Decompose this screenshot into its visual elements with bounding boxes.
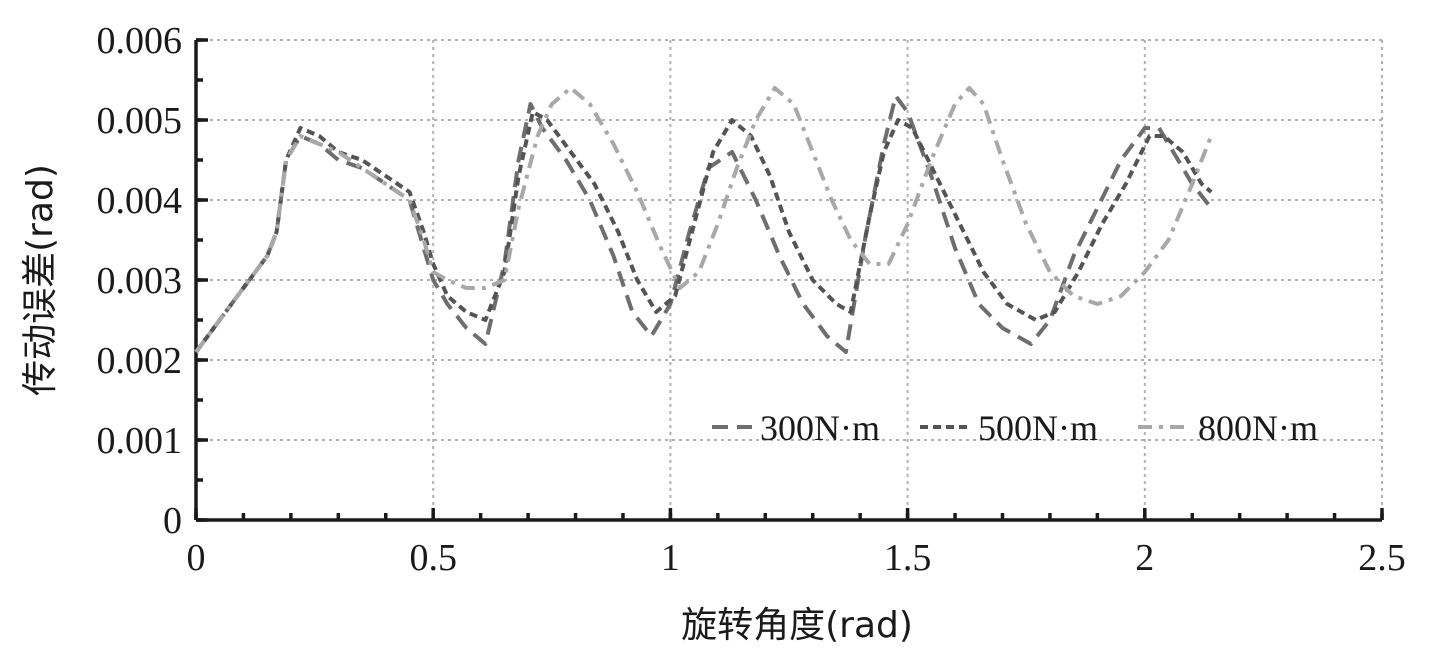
series-line-3 (194, 86, 1214, 354)
y-tick-label: 0.001 (97, 420, 183, 462)
y-tick-label: 0.005 (97, 100, 183, 142)
y-tick-label: 0.002 (97, 340, 183, 382)
x-axis-title: 旋转角度(rad) (681, 605, 913, 646)
x-tick-label: 0 (187, 537, 206, 579)
series-line-2 (194, 110, 1213, 354)
y-tick-label: 0 (163, 500, 182, 542)
y-tick-label: 0.003 (97, 260, 183, 302)
y-axis-title: 传动误差(rad) (20, 164, 61, 396)
tick-labels: 0 0.001 0.002 0.003 0.004 0.005 0.006 0 0.5 1 1.5 2… (97, 20, 1406, 579)
legend-label-1: 300N·m (760, 408, 880, 448)
legend-label-3: 800N·m (1198, 408, 1318, 448)
x-tick-label: 1.5 (884, 537, 932, 579)
grid-lines (196, 39, 1383, 520)
x-tick-label: 2 (1135, 537, 1154, 579)
legend: 300N·m 500N·m 800N·m (712, 408, 1318, 448)
y-tick-label: 0.006 (97, 20, 183, 62)
x-tick-label: 0.5 (409, 537, 457, 579)
data-series (194, 86, 1214, 354)
series-line-1 (194, 94, 1213, 354)
x-tick-label: 2.5 (1358, 537, 1406, 579)
tick-marks (194, 38, 1384, 522)
legend-label-2: 500N·m (978, 408, 1098, 448)
x-tick-label: 1 (661, 537, 680, 579)
y-tick-label: 0.004 (97, 180, 183, 222)
